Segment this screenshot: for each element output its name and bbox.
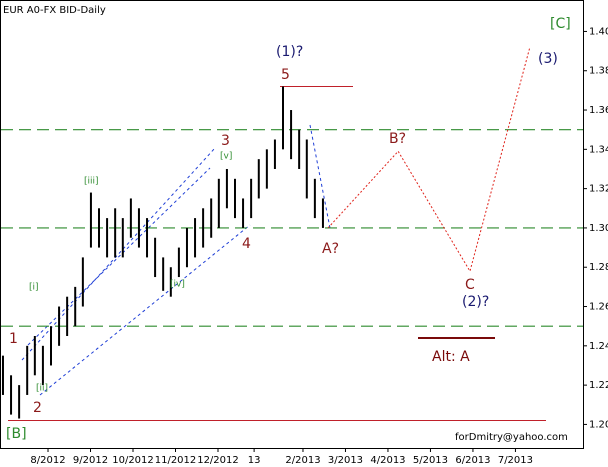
plot-frame — [0, 0, 584, 449]
wave-label: [iii] — [84, 177, 99, 187]
y-tick-label: 1.22 — [589, 380, 608, 391]
x-tick-label: 9/2012 — [73, 455, 108, 466]
channel-line — [309, 124, 331, 229]
channel-line — [39, 224, 251, 396]
wave-label: B? — [389, 131, 406, 147]
x-tick-label: 13 — [248, 455, 261, 466]
wave-label: 4 — [242, 236, 251, 252]
y-tick-label: 1.26 — [589, 302, 608, 313]
x-tick-label: 10/2012 — [112, 455, 154, 466]
x-tick-label: 5/2013 — [413, 455, 448, 466]
y-tick-label: 1.28 — [589, 262, 608, 273]
wave-label: [i] — [29, 283, 39, 293]
y-tick-label: 1.32 — [589, 184, 608, 195]
y-tick-label: 1.20 — [589, 419, 608, 430]
wave-label: [C] — [550, 16, 571, 32]
wave-label: [iv] — [170, 280, 185, 290]
x-tick-label: 12/2012 — [197, 455, 239, 466]
y-tick-label: 1.36 — [589, 105, 608, 116]
x-tick-label: 3/2013 — [328, 455, 363, 466]
x-tick-label: 4/2013 — [370, 455, 405, 466]
wave-label: [ii] — [36, 384, 48, 394]
wave-label: [v] — [220, 152, 232, 162]
x-tick-label: 7/2013 — [498, 455, 533, 466]
channel-line — [27, 167, 211, 346]
wave-label: 5 — [281, 67, 290, 83]
wave-label: (1)? — [276, 44, 303, 60]
wave-label: A? — [322, 241, 339, 257]
wave-label: C — [465, 277, 475, 293]
x-tick-label: 2/2013 — [285, 455, 320, 466]
wave-label: (3) — [538, 51, 558, 67]
wave-label: (2)? — [462, 294, 489, 310]
x-tick-label: 6/2013 — [455, 455, 490, 466]
channel-lines — [21, 124, 331, 396]
y-tick-label: 1.38 — [589, 66, 608, 77]
y-tick-label: 1.24 — [589, 341, 608, 352]
projection-line — [327, 47, 531, 273]
wave-label: 2 — [33, 400, 42, 416]
wave-label: forDmitry@yahoo.com — [455, 432, 568, 443]
y-tick-label: 1.40 — [589, 26, 608, 37]
wave-label: [B] — [6, 426, 27, 442]
x-tick-label: 8/2012 — [30, 455, 65, 466]
wave-label: Alt: A — [432, 349, 470, 365]
chart-title: EUR A0-FX BID-Daily — [3, 5, 106, 16]
wave-label: 1 — [9, 331, 18, 347]
wave-label: 3 — [221, 133, 230, 149]
x-tick-label: 11/2012 — [155, 455, 197, 466]
y-tick-label: 1.34 — [589, 144, 608, 155]
y-tick-label: 1.30 — [589, 223, 608, 234]
